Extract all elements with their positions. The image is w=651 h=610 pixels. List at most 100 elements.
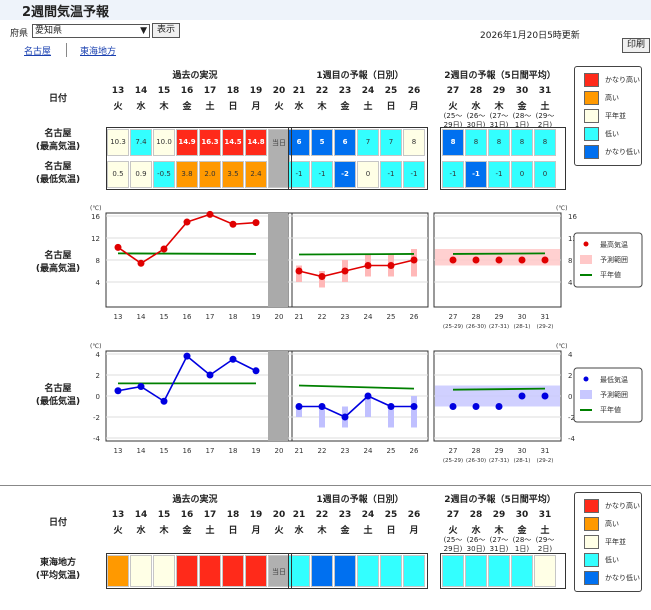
min-week1-cell: -1 [380,161,402,188]
max-chart-today-bar [268,213,288,307]
tokai-date-num: 27 [446,510,460,520]
tokai-legend-item: かなり高い [584,499,640,514]
tab-nagoya[interactable]: 名古屋 [24,47,52,57]
min-chart-xtick-range: (29-2) [537,458,554,464]
min-chart-xtick-range: (26-30) [466,458,486,464]
max-chart-normal-line [117,252,257,255]
min-chart-xtick: 31 [541,447,550,455]
max-chart-data-point [341,267,349,275]
min-chart-label-2: (最低気温) [35,397,81,407]
nagoya-weekday: 金 [182,102,192,112]
min-chart-range-bar [319,406,325,428]
max-past-cell: 10.3 [107,129,129,156]
min-past-cell: 3.5 [222,161,244,188]
min-chart-ytick-right: 2 [568,372,572,380]
nagoya-legend-swatch [584,145,599,159]
tokai-weekday: 木 [317,526,327,536]
min-chart-data-point [252,367,260,375]
min-chart-ytick-left: -2 [93,414,100,422]
nagoya-weekday: 火 [274,102,284,112]
max-chart-data-point [364,262,372,269]
nagoya-weekday: 日 [386,102,396,112]
nagoya-legend-item: 平年並 [584,109,640,124]
max-chart-normal-line [452,252,546,255]
nagoya-header-week2: 2週目の予報（5日間平均） [444,71,556,81]
tokai-date-num: 29 [492,510,506,520]
tokai-frame-week1 [288,553,428,589]
tokai-date-num: 16 [180,510,194,520]
nagoya-range-start: (29〜 [535,112,555,120]
max-past-cell: 14.8 [245,129,267,156]
min-chart-range-bar [296,406,302,417]
tokai-range-end: 30日) [466,545,486,553]
min-chart-xtick-range: (27-31) [489,458,509,464]
min-chart-range-band [435,385,560,407]
nagoya-weekday: 土 [540,102,550,112]
tokai-legend-label: 低い [605,556,619,564]
max-past-cell: 10.0 [153,129,175,156]
max-week2-cell: 8 [511,129,533,156]
nagoya-weekday: 火 [113,102,123,112]
nagoya-weekday: 金 [517,102,527,112]
prefecture-selected: 愛知県 [35,26,63,36]
min-chart-data-point [541,392,549,400]
prefecture-label: 府県 [10,29,29,39]
max-chart-series-line [298,259,415,278]
max-chart-ytick-left: 4 [96,279,101,287]
min-chart-data-point [295,403,303,410]
min-past-cell: -0.5 [153,161,175,188]
tokai-weekday: 水 [471,526,481,536]
tokai-date-num: 21 [292,510,306,520]
tokai-weekday: 木 [494,526,504,536]
min-row-label-1: 名古屋 [44,162,72,172]
max-week1-cell: 6 [288,129,310,156]
tokai-header-week2: 2週目の予報（5日間平均） [444,495,556,505]
update-time: 2026年1月20日5時更新 [480,31,580,41]
show-button[interactable]: 表示 [152,23,180,38]
min-chart-data-point [387,403,395,410]
nagoya-weekday: 土 [205,102,215,112]
min-week2-cell: 0 [534,161,556,188]
tokai-weekday: 金 [340,526,350,536]
nagoya-date-num: 29 [492,86,506,96]
max-row-label-2: (最高気温) [35,142,81,152]
title-bar [0,0,651,20]
print-button[interactable]: 印刷 [622,38,650,53]
min-week1-cell: -1 [403,161,425,188]
max-week1-cell: 8 [403,129,425,156]
tokai-range-end: 1日) [514,545,530,553]
tokai-date-num: 20 [272,510,286,520]
min-chart-data-point [410,403,418,410]
min-chart-unit-right: (℃) [556,343,567,350]
min-chart-data-point [449,403,457,410]
max-chart-data-point [318,273,326,280]
nagoya-weekday: 月 [409,102,419,112]
min-chart-data-point [518,392,526,400]
nagoya-date-num: 24 [361,86,375,96]
min-chart-ytick-right: -2 [568,414,575,422]
max-chart-data-point [295,267,303,275]
nagoya-section: 過去の実況 1週目の予報（日別） 2週目の予報（5日間平均） 日付 13 火 14 水 15 木 1… [35,66,642,407]
tokai-legend-item: かなり低い [584,571,640,586]
nagoya-date-num: 31 [538,86,552,96]
nagoya-legend-label: かなり高い [605,76,640,84]
nagoya-range-start: (28〜 [512,112,532,120]
tokai-date-num: 28 [469,510,483,520]
tokai-range-start: (25〜 [443,536,463,544]
min-chart-ytick-left: 4 [96,351,101,359]
max-chart-xtick: 23 [341,313,350,321]
tokai-weekday: 土 [363,526,373,536]
max-week1-cell: 6 [334,129,356,156]
nagoya-legend-swatch [584,73,599,87]
min-past-cell: 3.8 [176,161,198,188]
tokai-legend-label: 平年並 [605,538,626,546]
max-chart-data-point [518,256,526,264]
min-row-label-2: (最低気温) [35,175,81,185]
tab-tokai[interactable]: 東海地方 [80,47,117,57]
nagoya-header-past: 過去の実況 [172,71,218,81]
max-chart-data-point [541,256,549,264]
tokai-weekday: 日 [386,526,396,536]
prefecture-select[interactable]: 愛知県 ▼ [32,24,150,38]
min-chart-ytick-right: -4 [568,435,576,443]
nagoya-header-week1: 1週目の予報（日別） [316,71,404,81]
